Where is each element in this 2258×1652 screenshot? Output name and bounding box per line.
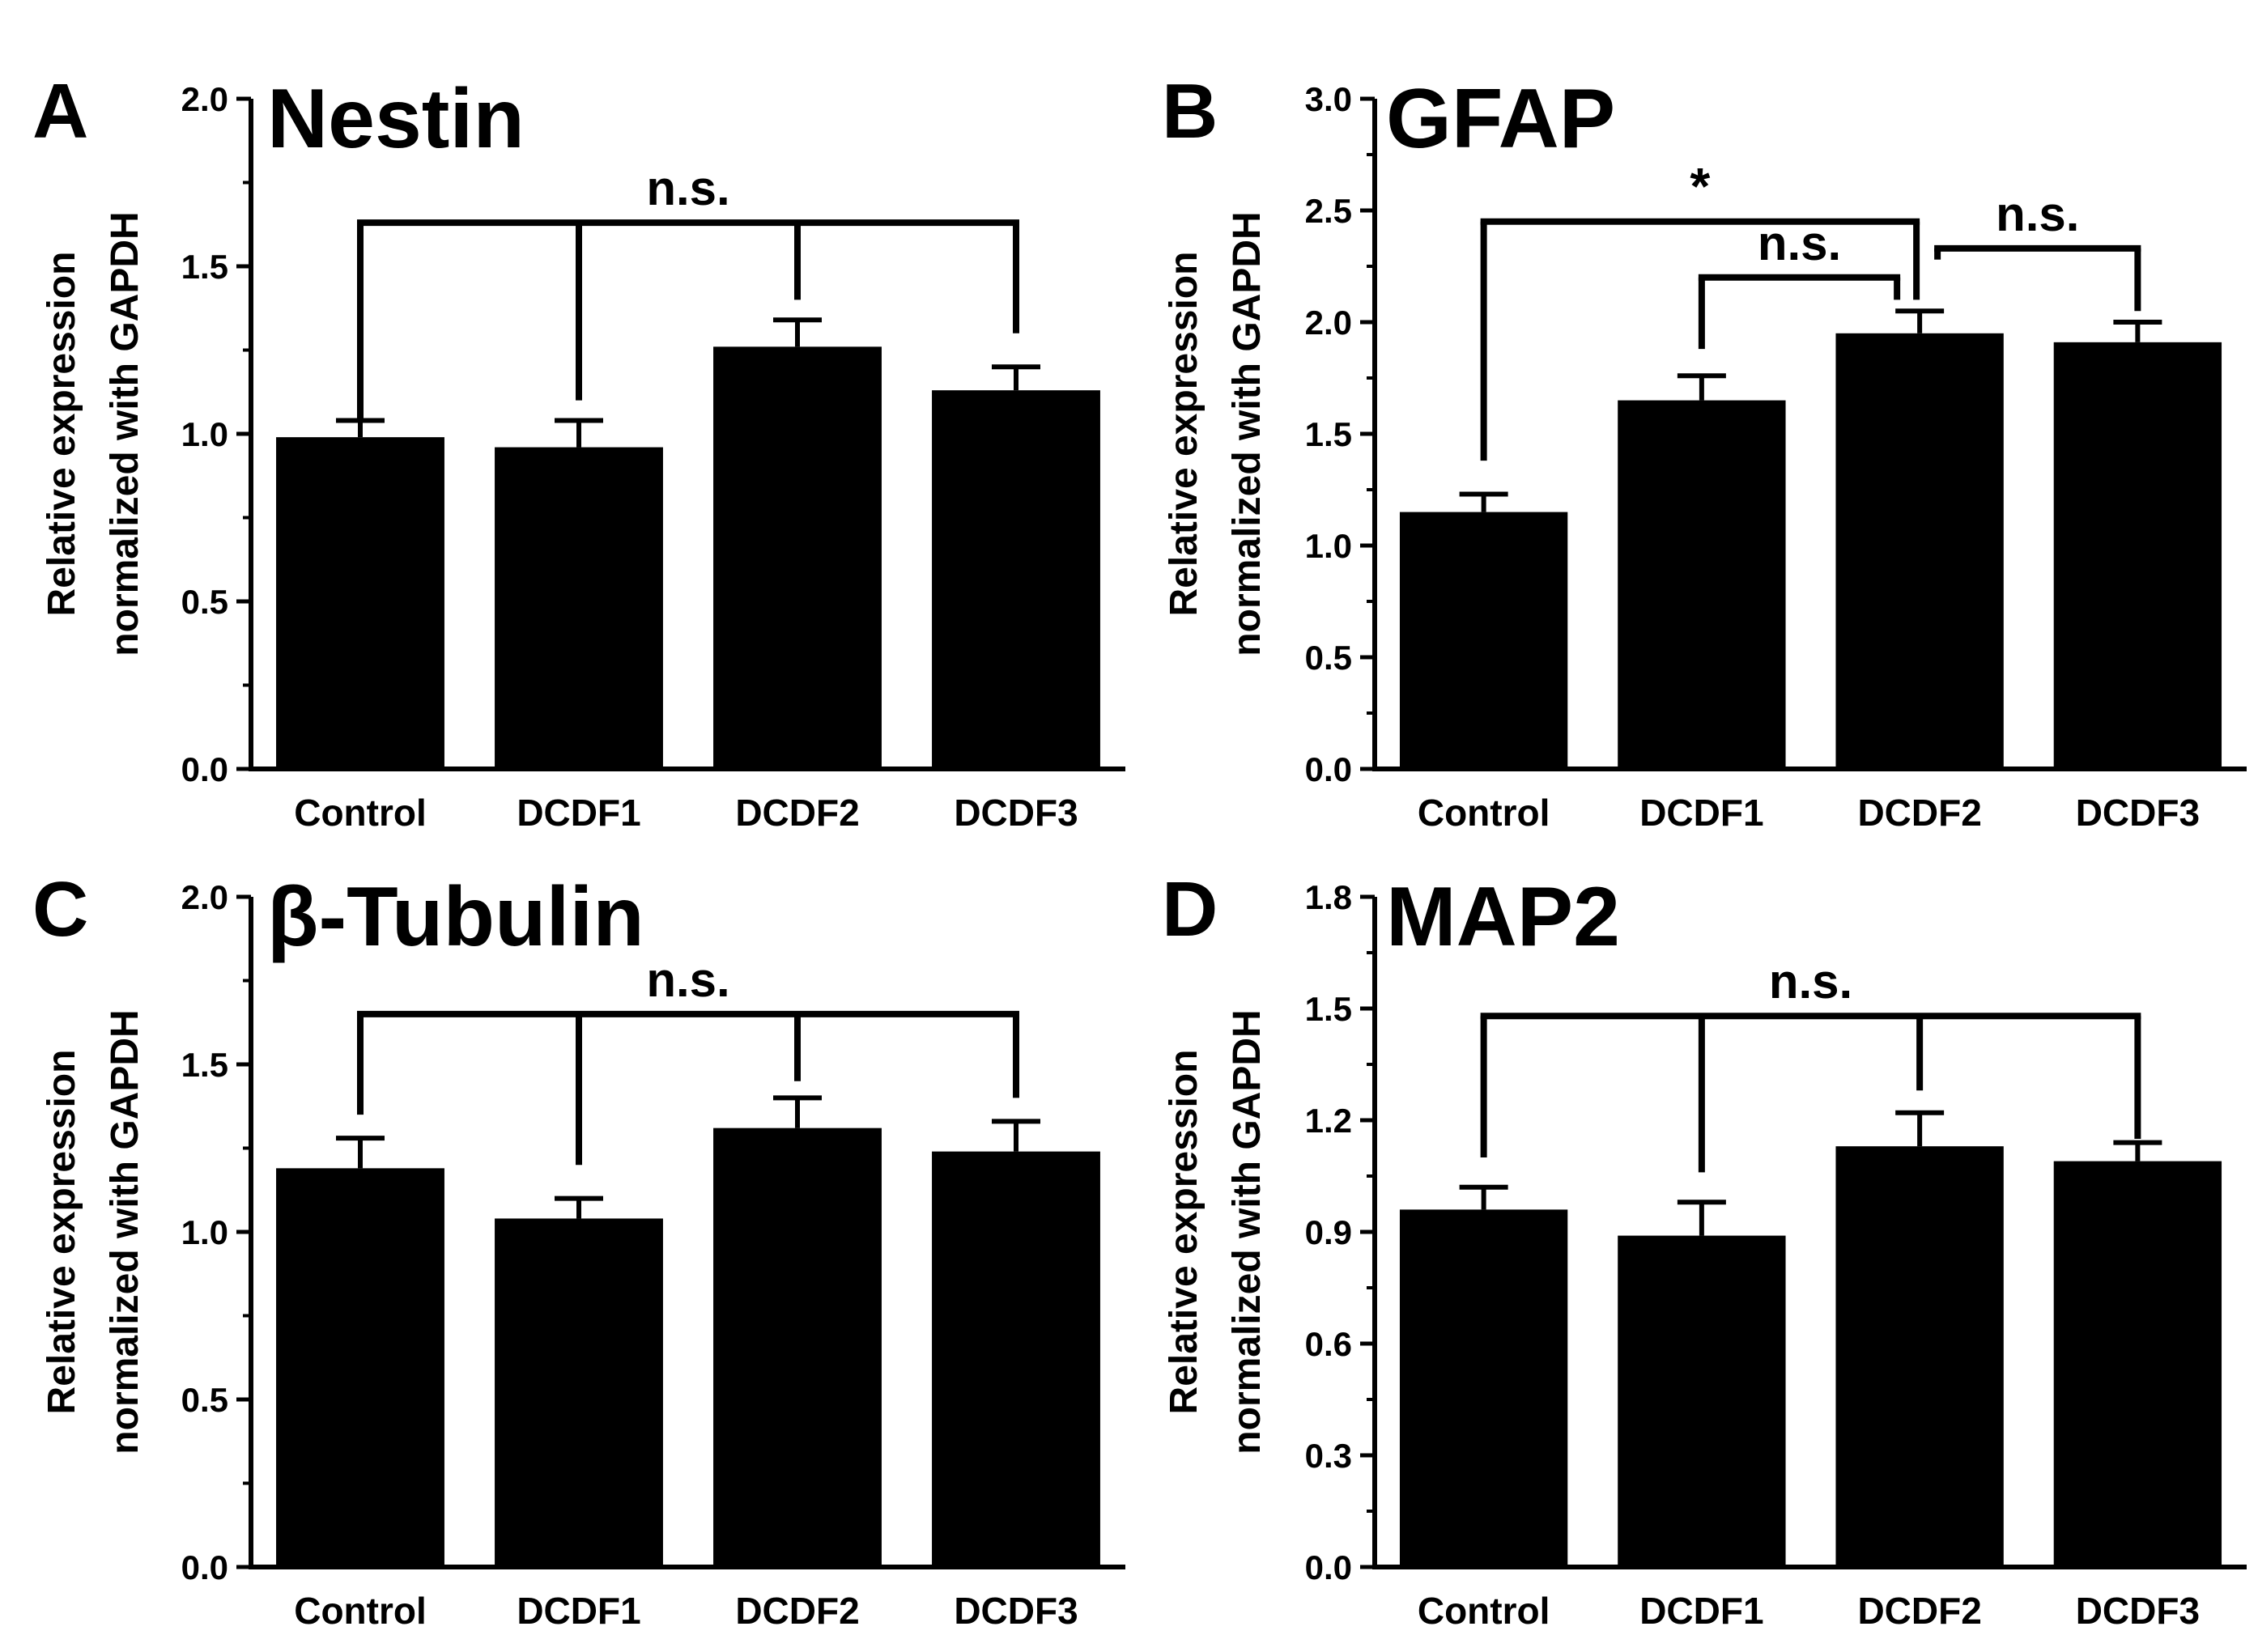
panel-letter: D [1162, 866, 1218, 953]
significance-label: n.s. [1769, 954, 1852, 1009]
chart-title: Nestin [267, 72, 525, 166]
significance-label: n.s. [1996, 187, 2079, 241]
y-tick-label: 1.2 [1305, 1102, 1352, 1140]
significance-label: n.s. [1758, 216, 1841, 270]
x-tick-label: DCDF3 [954, 792, 1078, 834]
x-tick-label: DCDF2 [1857, 792, 1981, 834]
x-tick-label: DCDF2 [735, 1590, 859, 1632]
x-tick-label: Control [1418, 1590, 1550, 1632]
x-tick-label: Control [1418, 792, 1550, 834]
y-tick-label: 3.0 [1305, 80, 1352, 118]
x-tick-label: DCDF3 [954, 1590, 1078, 1632]
bar [1618, 1235, 1786, 1567]
x-tick-label: DCDF1 [517, 1590, 640, 1632]
y-tick-label: 0.9 [1305, 1213, 1352, 1251]
x-tick-label: DCDF1 [1639, 1590, 1763, 1632]
y-tick-label: 1.0 [181, 415, 228, 453]
bar [1618, 400, 1786, 769]
bar [932, 390, 1100, 769]
y-tick-label: 0.5 [181, 583, 228, 621]
significance-label: n.s. [646, 953, 729, 1007]
bar [932, 1151, 1100, 1567]
panel-b: B GFAP Relative expression normalized with … [1162, 68, 2247, 834]
y-tick-label: 0.3 [1305, 1437, 1352, 1475]
x-tick-label: DCDF3 [2076, 1590, 2200, 1632]
bar [1399, 512, 1568, 769]
y-tick-label: 1.0 [1305, 527, 1352, 565]
bar [2053, 1161, 2222, 1567]
y-tick-label: 0.5 [1305, 639, 1352, 677]
panel-a: A Nestin Relative expression normalized wit… [32, 68, 1125, 834]
x-tick-label: DCDF2 [1857, 1590, 1981, 1632]
x-tick-label: DCDF1 [1639, 792, 1763, 834]
bar [1835, 333, 2004, 769]
y-tick-label: 2.0 [181, 80, 228, 118]
bar [713, 346, 882, 769]
chart-title: β-Tubulin [267, 870, 644, 964]
panel-letter: B [1162, 68, 1218, 155]
y-tick-label: 0.0 [181, 1548, 228, 1586]
y-tick-label: 1.5 [1305, 415, 1352, 453]
y-tick-label: 1.8 [1305, 878, 1352, 916]
bar [1399, 1209, 1568, 1567]
significance-label: n.s. [646, 161, 729, 215]
panel-letter: C [32, 866, 88, 953]
y-axis-label: Relative expression [40, 252, 83, 617]
bar [713, 1128, 882, 1567]
y-axis-label: normalized with GAPDH [104, 211, 147, 656]
y-tick-label: 0.5 [181, 1381, 228, 1419]
y-tick-label: 0.0 [1305, 1548, 1352, 1586]
bar [495, 1218, 663, 1567]
chart-title: GFAP [1386, 72, 1615, 166]
bar [495, 447, 663, 769]
y-axis-label: Relative expression [1163, 1050, 1206, 1415]
x-tick-label: DCDF2 [735, 792, 859, 834]
significance-label: * [1690, 157, 1710, 215]
y-axis-label: Relative expression [40, 1050, 83, 1415]
bar [276, 1168, 444, 1567]
bar [2053, 342, 2222, 770]
y-axis-label: Relative expression [1163, 252, 1206, 617]
panel-d: D MAP2 Relative expression normalized with … [1162, 866, 2247, 1632]
y-tick-label: 2.0 [1305, 304, 1352, 342]
y-tick-label: 2.0 [181, 878, 228, 916]
x-tick-label: Control [294, 792, 427, 834]
x-tick-label: Control [294, 1590, 427, 1632]
bar [1835, 1146, 2004, 1567]
y-axis-label: normalized with GAPDH [1226, 1009, 1269, 1454]
y-tick-label: 0.0 [181, 750, 228, 788]
x-tick-label: DCDF3 [2076, 792, 2200, 834]
panel-letter: A [32, 68, 88, 155]
y-tick-label: 0.6 [1305, 1325, 1352, 1363]
y-tick-label: 0.0 [1305, 750, 1352, 788]
y-tick-label: 1.5 [181, 248, 228, 286]
bar [276, 437, 444, 769]
y-axis-label: normalized with GAPDH [1226, 211, 1269, 656]
y-tick-label: 1.5 [1305, 990, 1352, 1028]
y-tick-label: 1.5 [181, 1046, 228, 1084]
x-tick-label: DCDF1 [517, 792, 640, 834]
y-tick-label: 1.0 [181, 1213, 228, 1251]
chart-title: MAP2 [1386, 870, 1620, 964]
y-tick-label: 2.5 [1305, 192, 1352, 230]
y-axis-label: normalized with GAPDH [104, 1009, 147, 1454]
